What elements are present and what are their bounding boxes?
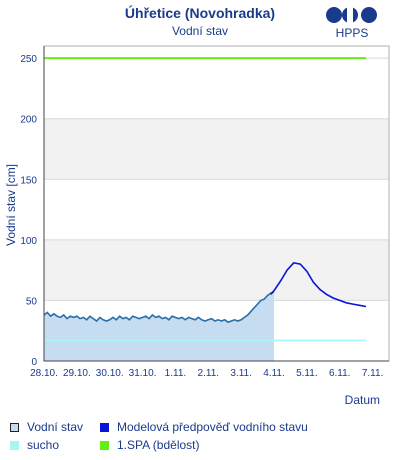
x-tick-label-0: 28.10. (30, 368, 58, 379)
series-layer (43, 57, 367, 361)
y-tick-label-150: 150 (20, 175, 37, 186)
chart-canvas: 0 50 100 150 200 250 28.10. 29.10. 30.10. 31.10.… (4, 45, 390, 407)
y-tick-label-250: 250 (20, 54, 37, 65)
legend-label-observed: Vodní stav (27, 420, 84, 434)
y-axis-label: Vodní stav [cm] (4, 164, 18, 246)
legend-swatch-observed (10, 422, 19, 432)
x-tick-label-2: 30.10. (96, 368, 124, 379)
x-tick-labels: 28.10. 29.10. 30.10. 31.10. 1.11. 2.11. 3.11. 4… (30, 368, 383, 379)
x-tick-label-8: 5.11. (296, 368, 318, 379)
shaded-band-0 (44, 239, 389, 301)
x-axis-label: Datum (345, 393, 380, 407)
legend-item-spa1: 1.SPA (bdělost) (100, 438, 200, 452)
legend-swatch-forecast (100, 422, 109, 432)
x-tick-label-9: 6.11. (329, 368, 351, 379)
shaded-band-1 (44, 118, 389, 180)
observed-line (43, 291, 275, 324)
plot-frame (43, 45, 390, 362)
y-tick-label-0: 0 (31, 357, 37, 368)
legend-swatch-drought (10, 440, 19, 450)
x-tick-label-4: 1.11. (165, 368, 187, 379)
x-tick-label-7: 4.11. (263, 368, 285, 379)
logo-text: HPPS (335, 26, 369, 40)
forecast-line (270, 262, 367, 308)
observed-area (44, 291, 274, 361)
plot-border (43, 45, 390, 362)
legend-item-forecast: Modelová předpověď vodního stavu (100, 420, 308, 434)
legend-item-drought: sucho (10, 438, 59, 452)
y-tick-label-200: 200 (20, 115, 37, 126)
shaded-bands (44, 118, 389, 301)
x-tick-label-3: 31.10. (129, 368, 157, 379)
legend-swatch-spa1 (100, 440, 109, 450)
chart-title: Úhřetice (Novohradka) (124, 5, 276, 21)
legend-label-forecast: Modelová předpověď vodního stavu (117, 420, 308, 434)
x-tick-label-5: 2.11. (198, 368, 220, 379)
y-tick-label-50: 50 (26, 296, 38, 307)
legend-item-observed: Vodní stav (10, 420, 83, 434)
x-tick-label-6: 3.11. (230, 368, 252, 379)
x-tick-label-1: 29.10. (63, 368, 91, 379)
y-tick-label-100: 100 (20, 236, 37, 247)
y-tick-labels: 0 50 100 150 200 250 (20, 54, 37, 368)
hpps-logo-mark (322, 6, 382, 24)
legend-label-spa1: 1.SPA (bdělost) (117, 438, 200, 452)
x-tick-label-10: 7.11. (362, 368, 384, 379)
legend-label-drought: sucho (27, 438, 60, 452)
hpps-logo: HPPS (322, 6, 382, 40)
chart-subtitle: Vodní stav (171, 24, 229, 38)
